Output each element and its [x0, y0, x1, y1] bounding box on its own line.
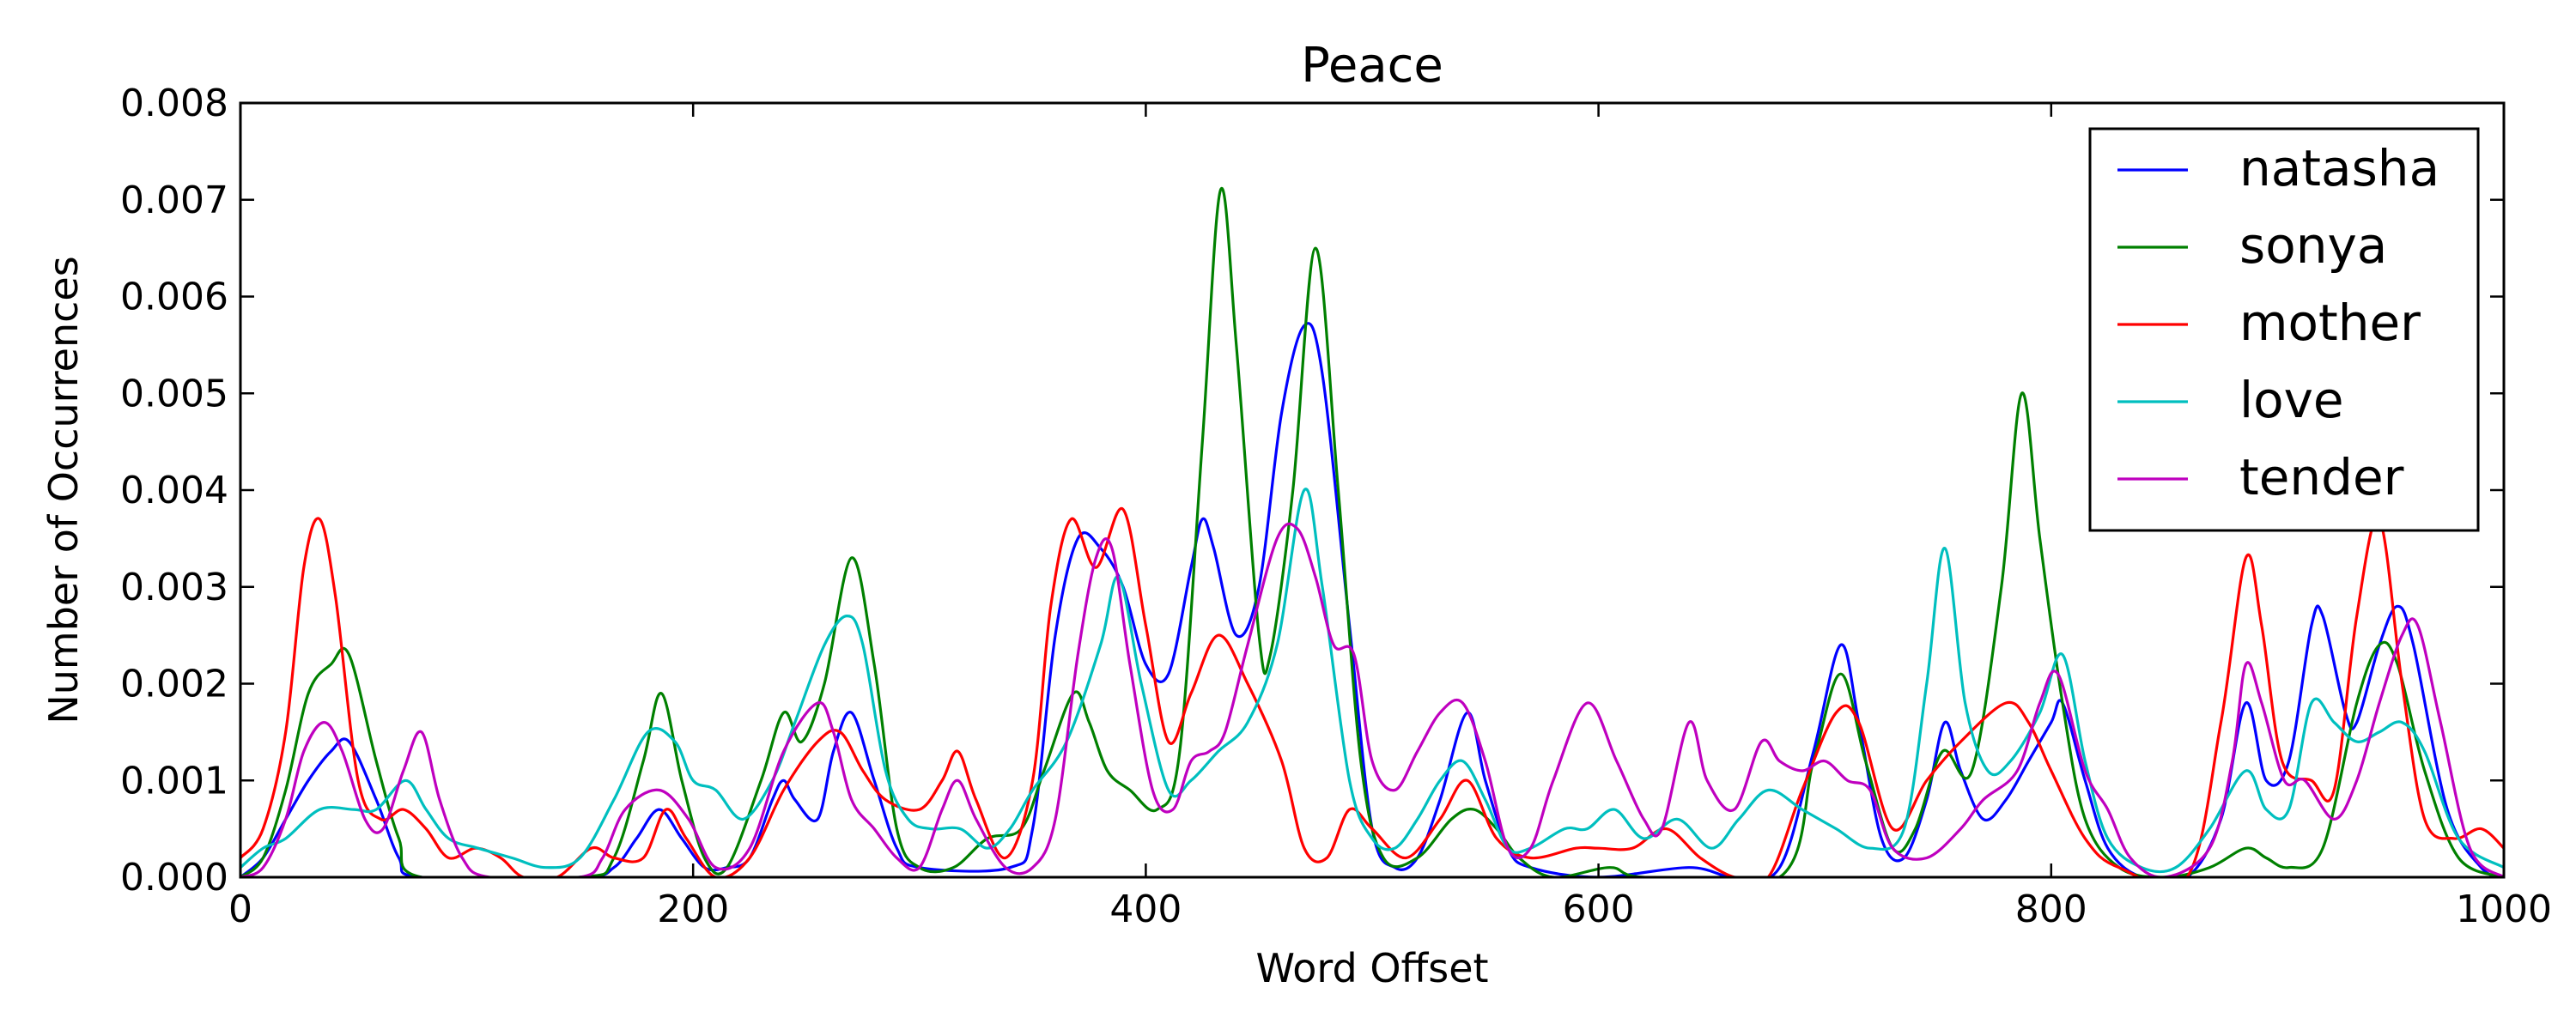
chart-title: Peace [1301, 38, 1443, 94]
series-line-love [240, 488, 2504, 874]
y-tick-label: 0.006 [120, 276, 228, 319]
y-tick-label: 0.007 [120, 179, 228, 222]
legend-label-tender: tender [2239, 448, 2404, 506]
series-line-natasha [240, 322, 2504, 877]
x-tick-label: 800 [2015, 888, 2087, 931]
x-tick-label: 1000 [2456, 888, 2552, 931]
series-layer [240, 186, 2504, 877]
y-axis-title: Number of Occurrences [40, 256, 87, 724]
legend-box [2088, 127, 2480, 532]
y-tick-label: 0.005 [120, 372, 228, 415]
legend-label-natasha: natasha [2239, 139, 2439, 197]
series-line-tender [240, 522, 2504, 877]
y-tick-label: 0.008 [120, 82, 228, 125]
y-tick-label: 0.001 [120, 759, 228, 803]
x-axis-title: Word Offset [1255, 945, 1488, 991]
y-tick-label: 0.002 [120, 663, 228, 706]
x-tick-label: 200 [657, 888, 729, 931]
axes: 0 200 400 600 800 1000 0.000 0.001 0.002 0.003 0.0… [120, 82, 2552, 931]
y-tick-label: 0.000 [120, 856, 228, 900]
y-tick-label: 0.003 [120, 566, 228, 609]
legend-label-love: love [2239, 371, 2344, 429]
series-line-mother [240, 506, 2504, 877]
x-tick-label: 400 [1109, 888, 1182, 931]
legend: natasha sonya mother love tender [2088, 127, 2480, 532]
x-tick-label: 0 [228, 888, 252, 931]
legend-label-sonya: sonya [2239, 216, 2387, 275]
y-tick-label: 0.004 [120, 469, 228, 512]
x-tick-label: 600 [1563, 888, 1635, 931]
legend-label-mother: mother [2239, 294, 2421, 352]
